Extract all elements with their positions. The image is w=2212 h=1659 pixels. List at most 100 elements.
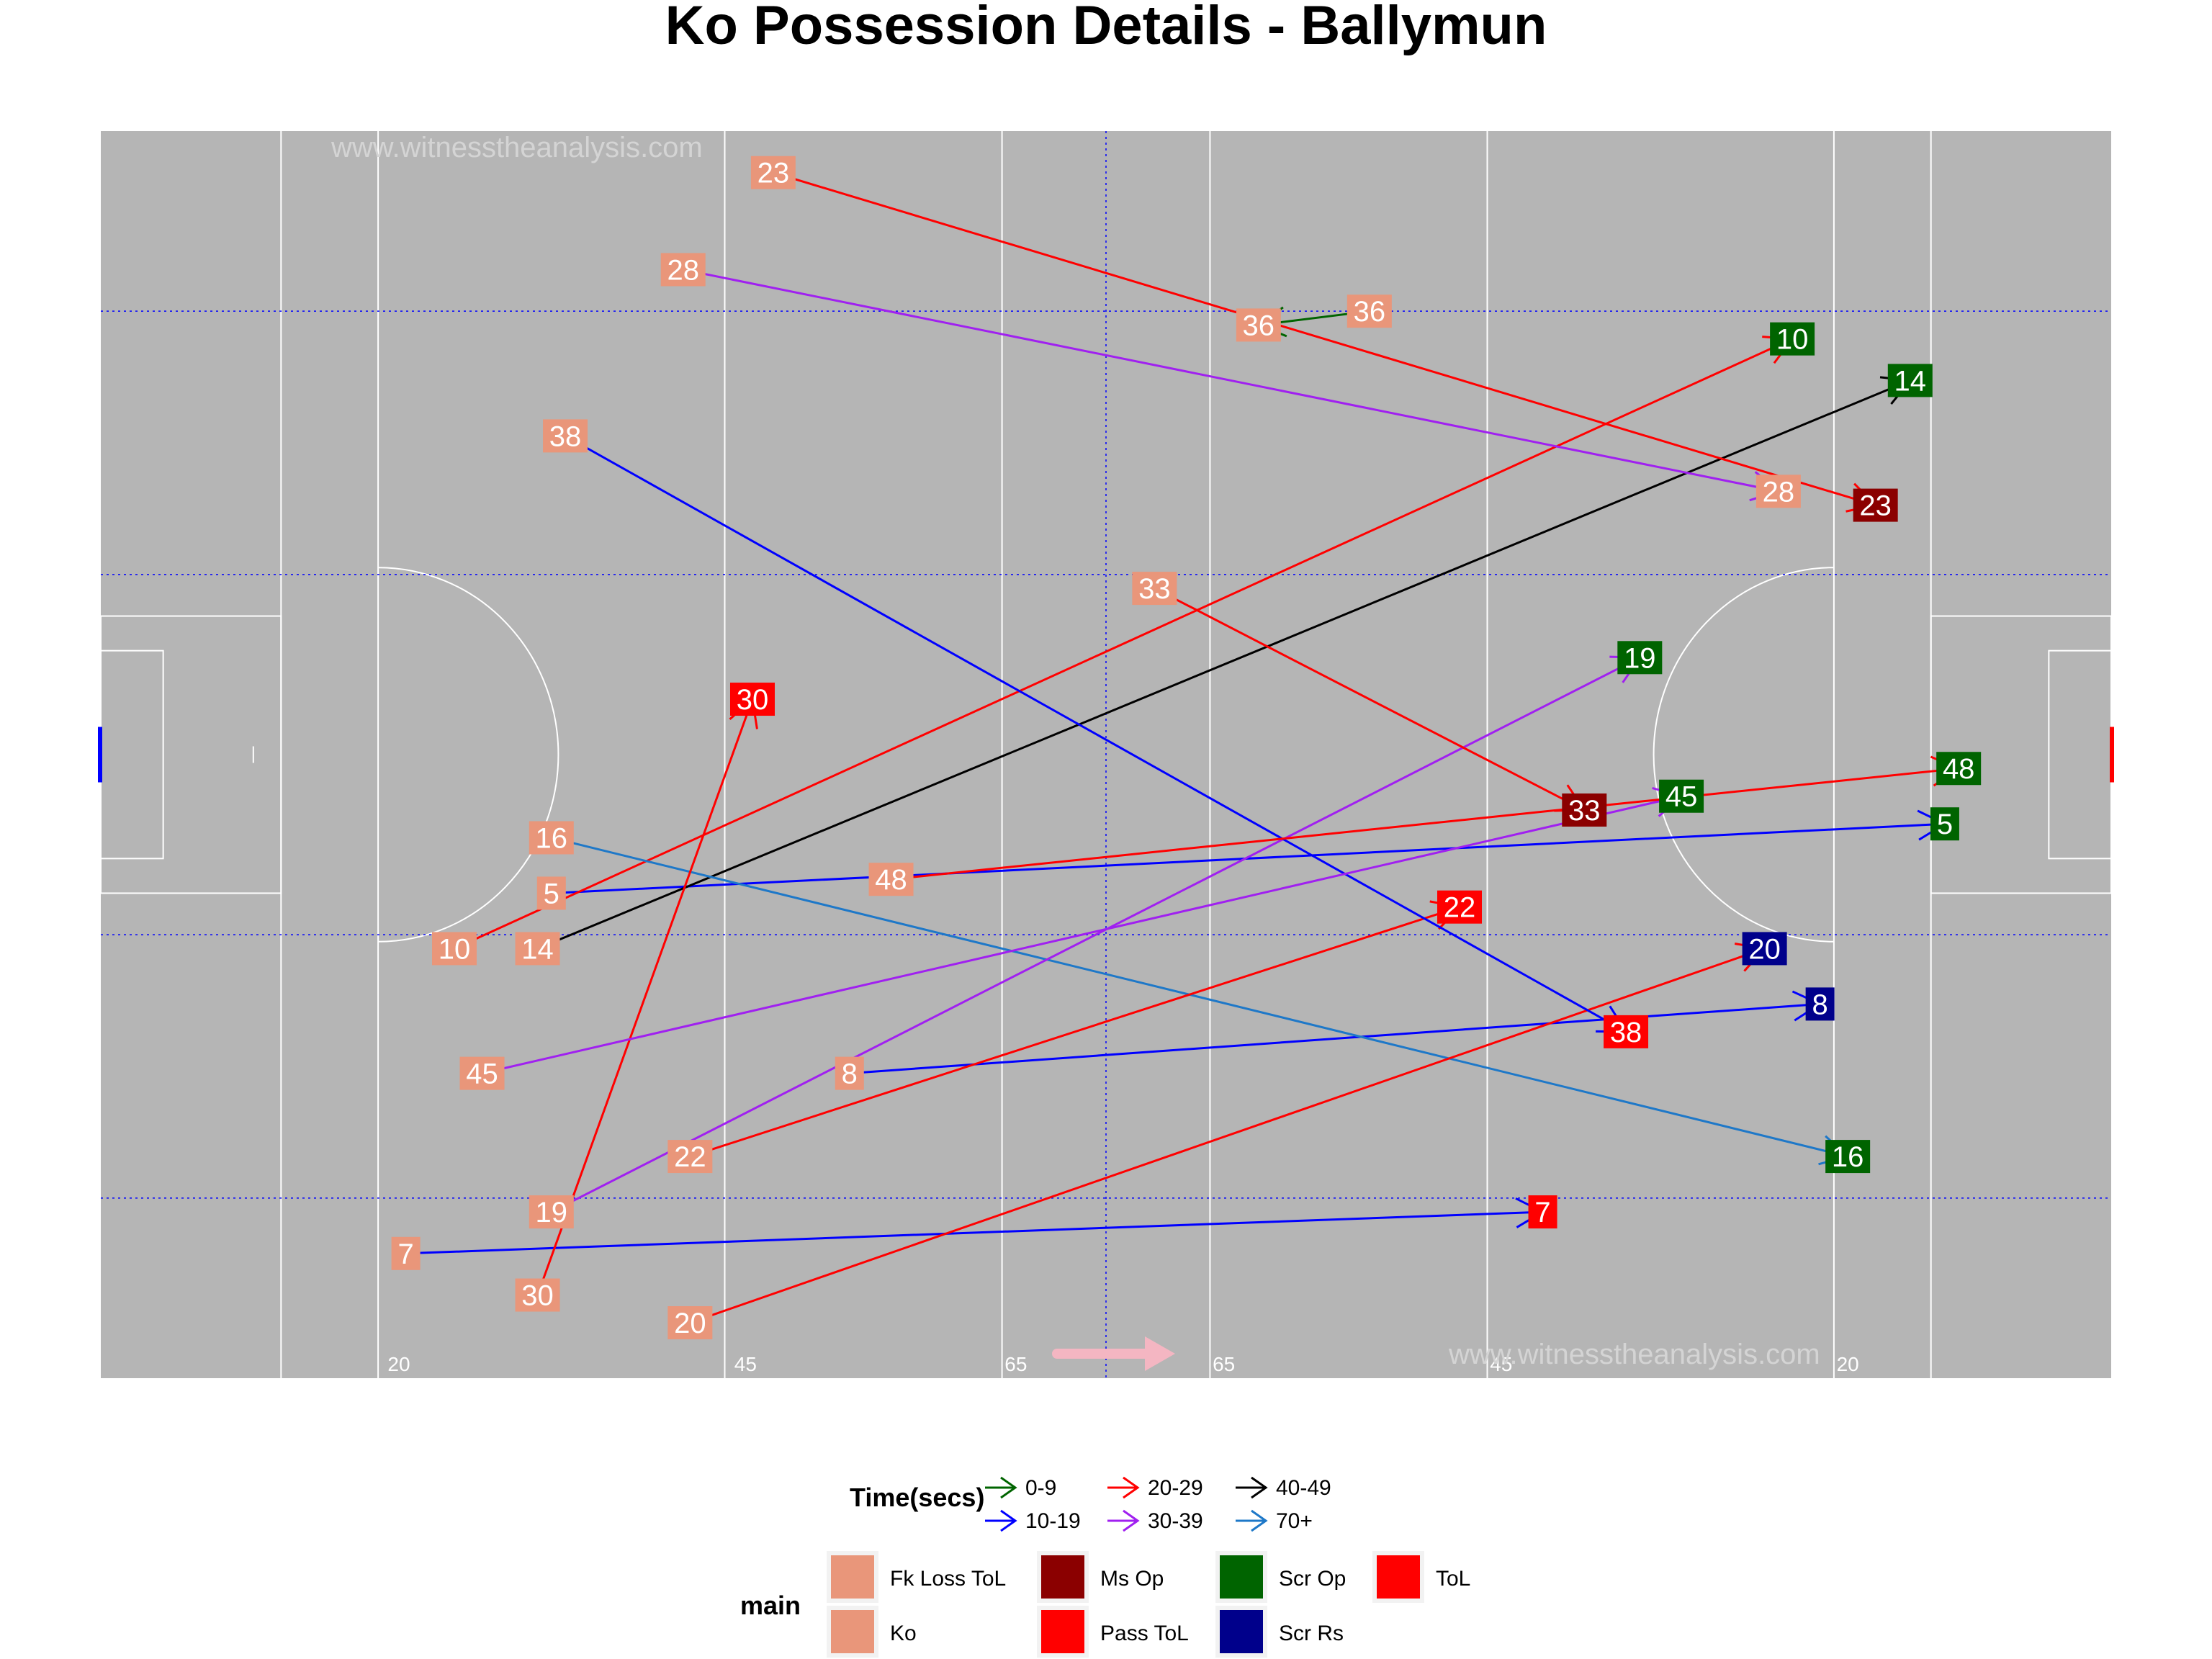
legend-time-label: 10-19 [1025, 1509, 1081, 1533]
start-label: 14 [515, 932, 560, 966]
start-label-box [660, 253, 706, 287]
end-label-box [1617, 641, 1663, 675]
possession-line [405, 1210, 1543, 1255]
distance-label: 65 [1004, 1353, 1027, 1375]
legend-main-swatch [1377, 1555, 1420, 1599]
start-label-box [750, 156, 796, 189]
start-label-box [868, 863, 914, 896]
start-label-text: 10 [439, 933, 471, 965]
possession-line [773, 171, 1876, 507]
start-label-text: 8 [842, 1058, 858, 1090]
end-label: 45 [1659, 779, 1704, 813]
end-label-box [1853, 488, 1898, 522]
legend-time-arrowhead [1000, 1509, 1017, 1532]
legend-main-swatch [1220, 1610, 1263, 1653]
start-label-text: 7 [397, 1238, 413, 1270]
end-label-text: 7 [1534, 1197, 1550, 1228]
possession-line [551, 837, 1848, 1158]
start-label-box [515, 1278, 560, 1312]
start-label-text: 38 [549, 421, 582, 452]
start-label-box [391, 1236, 421, 1270]
legend-time-items: 0-9 10-19 20-29 30-39 40-49 70+ [985, 1476, 1331, 1533]
possession-line [891, 767, 1959, 881]
chart-title: Ko Possession Details - Ballymun [665, 0, 1547, 56]
end-label-box [1887, 364, 1933, 397]
legend: Time(secs) 0-9 10-19 20-29 30-39 40-49 70+ ma… [740, 1476, 1470, 1658]
start-label-box [543, 419, 588, 453]
start-label-box [432, 932, 477, 966]
end-label-box [1805, 987, 1835, 1021]
possession-line [565, 435, 1627, 1033]
arc-right [1653, 567, 1834, 943]
start-label-text: 14 [521, 933, 554, 965]
end-label: 30 [729, 683, 775, 716]
end-label-text: 48 [1943, 753, 1975, 785]
end-label: 5 [1930, 807, 1959, 841]
legend-time-arrowhead [1251, 1509, 1268, 1532]
possession-labels: 5 5 7 7 8 8 10 10 14 14 16 16 19 19 20 20 22 22 23 23 28 28 30… [391, 156, 1982, 1340]
end-label: 33 [1562, 793, 1607, 827]
end-label-box [1770, 322, 1815, 356]
direction-arrow-head [1145, 1336, 1175, 1371]
start-label-box [667, 1306, 713, 1340]
legend-main-swatch [1041, 1555, 1084, 1599]
distance-label: 20 [387, 1353, 410, 1375]
watermark-bottom: www.witnesstheanalysis.com [1448, 1339, 1820, 1370]
end-label: 23 [1853, 488, 1898, 522]
end-label-text: 5 [1937, 809, 1953, 840]
end-label-text: 28 [1763, 476, 1795, 508]
possession-line [536, 379, 1911, 950]
distance-label: 65 [1213, 1353, 1235, 1375]
possession-line [454, 338, 1793, 950]
start-label: 45 [459, 1056, 505, 1090]
end-label: 22 [1437, 890, 1483, 924]
possession-line [482, 795, 1682, 1075]
legend-main-label: Fk Loss ToL [890, 1567, 1006, 1591]
end-label-text: 38 [1610, 1017, 1642, 1048]
end-label-box [1236, 308, 1281, 342]
start-label-box [1132, 572, 1177, 606]
watermark-top: www.witnesstheanalysis.com [331, 132, 703, 163]
end-label-box [1604, 1015, 1649, 1048]
legend-main-swatch [1041, 1610, 1084, 1653]
end-label-text: 23 [1859, 490, 1892, 522]
start-label-box [1346, 295, 1392, 328]
goal-marker-right [2110, 727, 2114, 783]
end-label-box [1437, 890, 1483, 924]
legend-main-title: main [740, 1591, 801, 1620]
distance-label: 45 [734, 1353, 757, 1375]
start-label-text: 36 [1354, 296, 1386, 328]
start-label-box [835, 1056, 864, 1090]
end-label: 14 [1887, 364, 1933, 397]
legend-main-label: Scr Rs [1279, 1622, 1344, 1645]
end-label-box [1936, 752, 1982, 786]
possession-line [551, 656, 1641, 1213]
legend-main-label: ToL [1436, 1567, 1470, 1591]
end-label-text: 36 [1243, 310, 1275, 341]
end-label-text: 10 [1776, 324, 1809, 356]
legend-time-label: 40-49 [1276, 1476, 1331, 1500]
start-label-text: 30 [521, 1280, 554, 1312]
end-label-text: 16 [1832, 1141, 1864, 1173]
start-label: 33 [1132, 572, 1177, 606]
end-label: 20 [1742, 932, 1787, 966]
start-label-text: 5 [544, 878, 559, 909]
start-label: 7 [391, 1236, 421, 1270]
legend-main-label: Ms Op [1100, 1567, 1164, 1591]
start-label-box [529, 1195, 574, 1229]
start-label-text: 48 [875, 864, 907, 896]
start-label: 36 [1346, 295, 1392, 328]
legend-main-swatch [1220, 1555, 1263, 1599]
start-label: 19 [529, 1195, 574, 1229]
start-label-text: 20 [674, 1308, 706, 1339]
start-label: 16 [529, 821, 574, 855]
end-label-box [1825, 1140, 1871, 1174]
legend-main-label: Scr Op [1279, 1567, 1346, 1591]
start-label: 10 [432, 932, 477, 966]
end-label-box [1659, 779, 1704, 813]
possession-line [849, 1002, 1820, 1075]
end-label: 16 [1825, 1140, 1871, 1174]
end-label-box [1562, 793, 1607, 827]
possession-line [1154, 587, 1585, 811]
